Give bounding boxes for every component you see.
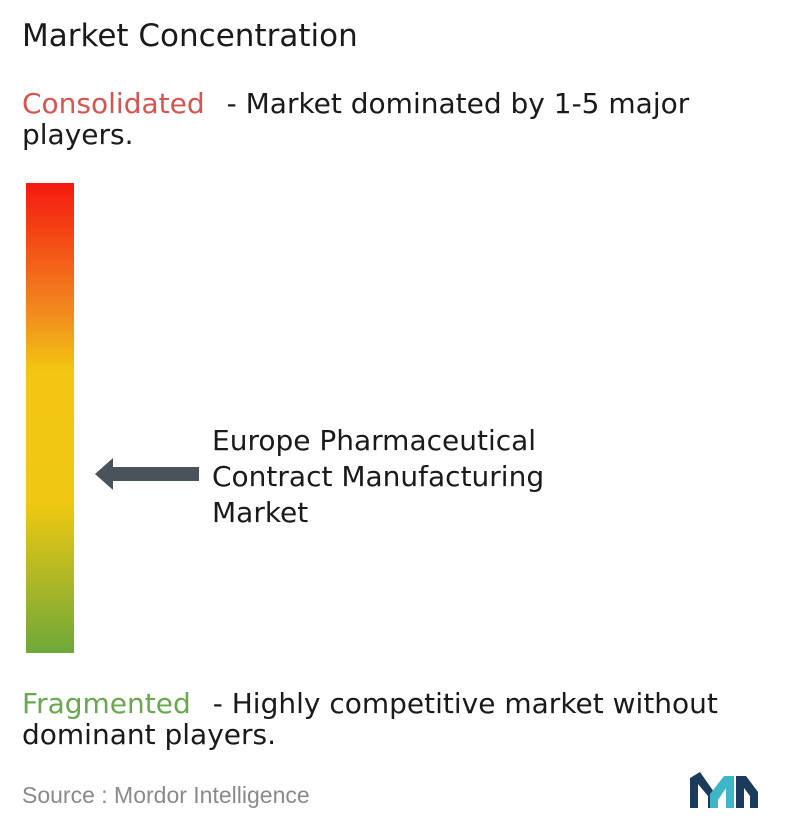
mordor-intelligence-logo-icon (690, 772, 758, 808)
market-position-label: Europe Pharmaceutical Contract Manufactu… (212, 424, 545, 530)
consolidated-text: - Market dominated by 1-5 major players. (22, 87, 690, 151)
fragmented-label: Fragmented (22, 687, 191, 720)
consolidated-label: Consolidated (22, 87, 205, 120)
consolidated-description: Consolidated - Market dominated by 1-5 ma… (22, 88, 782, 150)
gradient-fill (26, 183, 74, 653)
concentration-gradient-bar (26, 183, 74, 653)
source-attribution: Source : Mordor Intelligence (22, 782, 310, 808)
fragmented-text: - Highly competitive market without domi… (22, 687, 718, 751)
fragmented-description: Fragmented - Highly competitive market wi… (22, 688, 782, 750)
market-position-arrow-icon (95, 458, 199, 491)
chart-title: Market Concentration (22, 18, 358, 54)
